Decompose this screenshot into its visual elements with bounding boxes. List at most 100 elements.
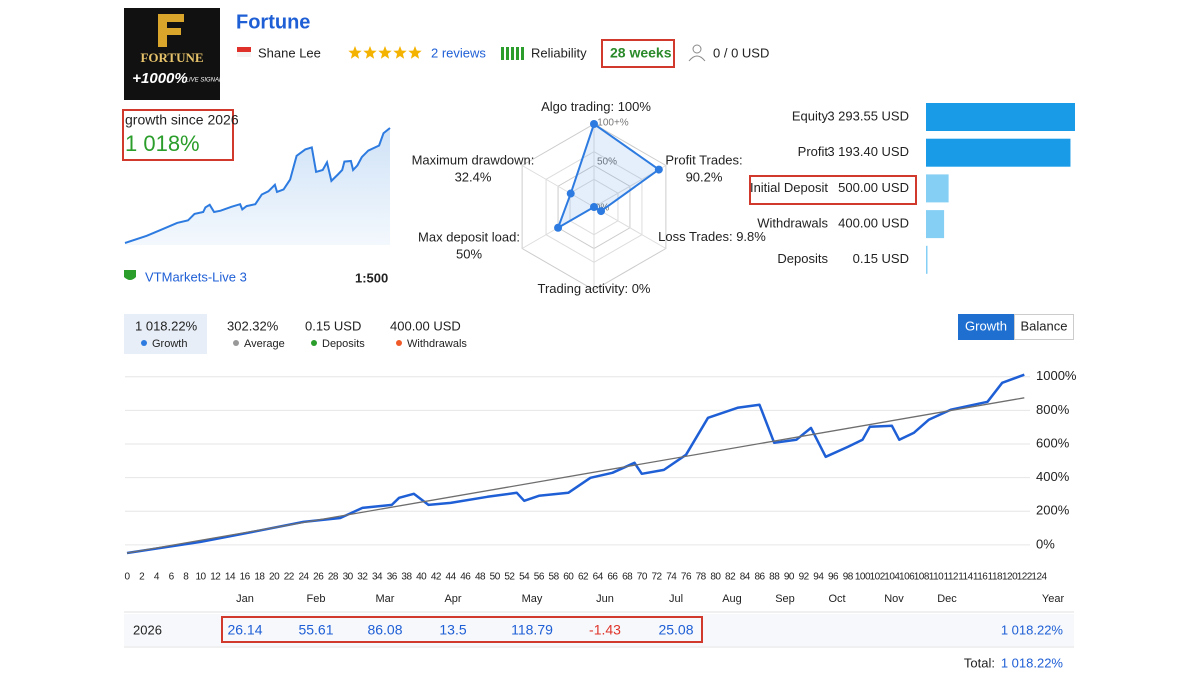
x-tick-label: 18 (254, 572, 265, 583)
x-tick-label: 76 (681, 572, 692, 583)
radar-value: 32.4% (455, 169, 492, 184)
radar-label-name: Loss Trades: (658, 229, 732, 244)
x-tick-label: 42 (431, 572, 442, 583)
x-tick-label: 60 (563, 572, 574, 583)
star (393, 46, 407, 59)
yearly-row (124, 614, 1074, 646)
stat-value: 302.32% (227, 318, 279, 333)
x-tick-label: 2 (139, 572, 145, 583)
x-tick-label: 98 (843, 572, 854, 583)
x-tick-label: 38 (401, 572, 412, 583)
logo-name: FORTUNE (140, 50, 203, 65)
x-tick-label: 12 (210, 572, 221, 583)
balance-bar (926, 245, 928, 274)
radar-spoke (521, 165, 595, 208)
radar-label: Max deposit load: (418, 229, 520, 244)
sparkline-area (125, 128, 390, 245)
star (348, 46, 362, 59)
x-tick-label: 6 (169, 572, 175, 583)
button[interactable] (958, 314, 1014, 340)
reliability-bar (501, 47, 504, 60)
logo-tag: LIVE SIGNAL (186, 78, 223, 84)
highlight-box (601, 39, 675, 68)
month-return: 86.08 (367, 622, 402, 638)
x-tick-label: 56 (534, 572, 545, 583)
balance-name: Profit (798, 144, 829, 159)
x-tick-label: 22 (284, 572, 295, 583)
reliability-bar (511, 47, 514, 60)
x-tick-label: 26 (313, 572, 324, 583)
stat-dot (233, 340, 239, 346)
trend-line (126, 397, 1025, 554)
month-label: Aug (722, 593, 742, 605)
highlight-box (749, 175, 917, 205)
month-return: 118.79 (511, 622, 553, 638)
month-label: Feb (307, 593, 326, 605)
star (378, 46, 392, 59)
x-tick-label: 34 (372, 572, 383, 583)
x-tick-label: 82 (725, 572, 736, 583)
weeks: 28 weeks (610, 45, 672, 61)
radar-point (590, 120, 598, 128)
radar-label: Algo trading: 100% (541, 99, 651, 114)
x-tick-label: 30 (343, 572, 354, 583)
x-tick-label: 62 (578, 572, 589, 583)
x-tick-label: 112 (944, 572, 959, 583)
subscribers-icon (688, 55, 706, 62)
x-tick-label: 32 (357, 572, 368, 583)
balance-value: 0.15 USD (853, 251, 909, 266)
title: Fortune (236, 11, 310, 33)
radar-point (597, 207, 606, 216)
x-tick-label: 122 (1017, 572, 1033, 583)
total-label: Total: (964, 655, 995, 670)
balance-bar (926, 174, 949, 203)
x-tick-label: 20 (269, 572, 280, 583)
reviews-link[interactable]: 2 reviews (431, 45, 486, 60)
button-label[interactable]: Balance (1021, 318, 1068, 333)
x-tick-label: 44 (446, 572, 457, 583)
month-return: 26.14 (227, 622, 262, 638)
author[interactable]: Shane Lee (258, 45, 321, 60)
rating-stars (348, 46, 422, 59)
x-tick-label: 74 (666, 572, 677, 583)
stat-dot (311, 340, 317, 346)
month-label: May (522, 593, 543, 605)
radar-tick-label: 50% (597, 157, 617, 168)
x-tick-label: 88 (769, 572, 780, 583)
broker-icon (124, 270, 136, 280)
month-return: 55.61 (298, 622, 333, 638)
radar-value: 90.2% (686, 169, 723, 184)
x-tick-label: 28 (328, 572, 339, 583)
month-label: Apr (444, 593, 461, 605)
balance-bar (926, 210, 945, 239)
month-return: 25.08 (658, 622, 693, 638)
month-label: Jun (596, 593, 614, 605)
x-tick-label: 16 (240, 572, 251, 583)
radar-label: Profit Trades: (665, 152, 742, 167)
reliability-bar (516, 47, 519, 60)
y-tick-label: 600% (1036, 435, 1070, 450)
month-label: Jan (236, 593, 254, 605)
x-tick-label: 8 (183, 572, 189, 583)
x-tick-label: 46 (460, 572, 471, 583)
button-label[interactable]: Growth (965, 318, 1007, 333)
stat-name: Growth (152, 338, 187, 350)
month-label: Oct (828, 593, 845, 605)
flag (237, 52, 251, 57)
x-tick-label: 50 (490, 572, 501, 583)
total: 1 018.22% (1001, 655, 1064, 670)
x-tick-label: 92 (799, 572, 810, 583)
stat-value: 1 018.22% (135, 318, 198, 333)
x-tick-label: 70 (637, 572, 648, 583)
radar-point (654, 165, 663, 174)
broker[interactable]: VTMarkets-Live 3 (145, 269, 247, 284)
button[interactable] (1014, 314, 1074, 340)
highlight-box (122, 109, 234, 161)
balance-name: Equity (792, 108, 829, 123)
month-label: Sep (775, 593, 795, 605)
year-axis-label: Year (1042, 593, 1065, 605)
month-label: Dec (937, 593, 957, 605)
y-tick-label: 1000% (1036, 368, 1077, 383)
y-tick-label: 0% (1036, 536, 1055, 551)
